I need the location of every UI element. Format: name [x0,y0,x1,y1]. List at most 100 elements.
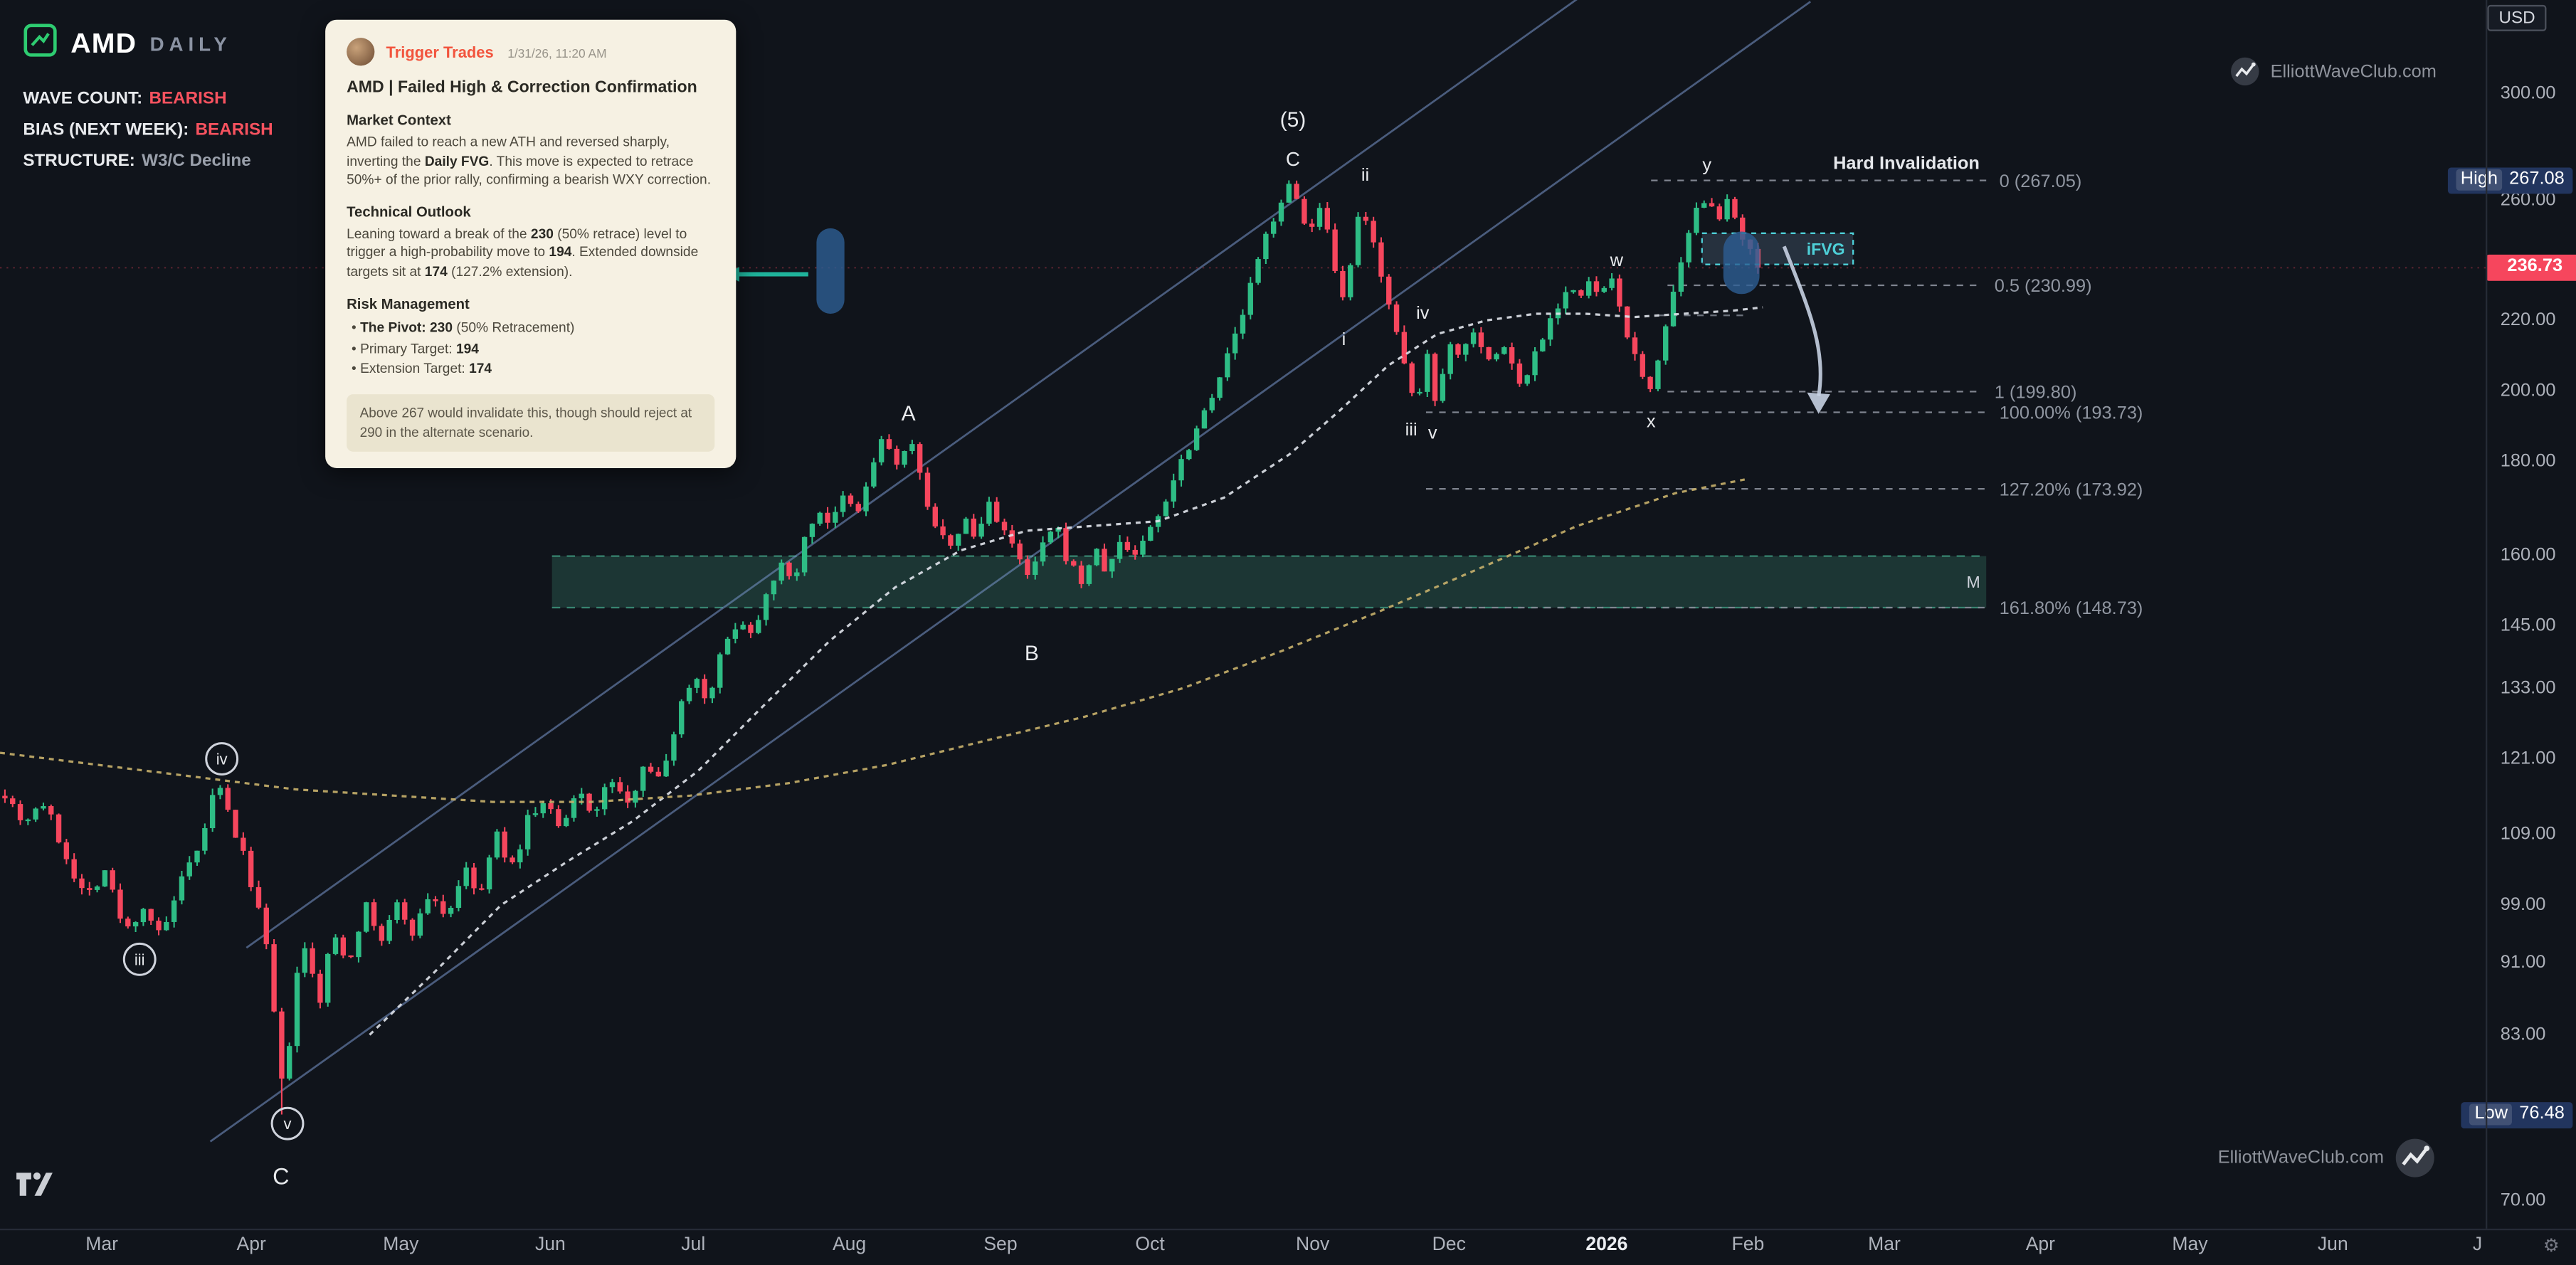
note-bullet: Extension Target: 174 [352,359,714,380]
watermark-bottom: ElliottWaveClub.com [2218,1137,2437,1180]
time-axis-label: Apr [2025,1235,2056,1255]
price-axis-label: 109.00 [2500,824,2556,845]
fib-level-label: 0 (267.05) [2000,171,2082,191]
price-axis-label: 160.00 [2500,545,2556,566]
wave-label[interactable]: ii [1361,165,1369,185]
wave-label[interactable]: B [1025,642,1039,665]
wave-label[interactable]: x [1647,411,1656,431]
moving-average-fast [369,306,1763,1036]
elliottwaveclub-logo-icon [2229,55,2261,87]
amd-logo-icon [23,23,57,65]
time-axis-label: Apr [236,1235,266,1255]
fib-level-label: 0.5 (230.99) [1995,276,2092,296]
time-axis-label: Dec [1432,1235,1466,1255]
time-axis[interactable]: Mar Apr May Jun Jul Aug Sep Oct Nov Dec 2026 Feb Mar… [0,1230,2576,1264]
wave-label[interactable]: (5) [1280,108,1307,132]
high-price-badge: High 267.08 [2447,166,2573,194]
note-footer: Above 267 would invalidate this, though … [347,394,715,452]
fib-levels[interactable]: 0 (267.05) 0.5 (230.99) 1 (199.80)100.00% … [1425,171,2143,618]
price-axis-label: 99.00 [2500,895,2546,915]
wave-label[interactable]: iv [1416,303,1430,323]
note-paragraph: AMD failed to reach a new ATH and revers… [347,133,712,188]
symbol-header: AMD DAILY WAVE COUNT: BEARISH BIAS (NEXT … [23,23,273,182]
price-axis[interactable]: USD 300.00 260.00 220.00 200.00 180.00 160.00… [2447,0,2576,1229]
time-axis-label: J [2472,1235,2483,1255]
note-section-heading: Market Context [347,111,451,129]
note-section-heading: Technical Outlook [347,203,471,220]
price-axis-label: 220.00 [2500,310,2556,331]
trend-channel-line[interactable] [246,0,1580,949]
svg-text:iv: iv [216,751,228,768]
circled-wave-label[interactable]: v [270,1106,305,1140]
svg-text:iii: iii [134,951,145,968]
time-axis-label: Jun [2317,1235,2348,1255]
time-axis-label: Jun [534,1235,566,1255]
wave-count-row: WAVE COUNT: BEARISH [23,88,227,109]
note-sections: Market Context AMD failed to reach a new … [347,112,714,380]
axis-separator-vertical [2486,0,2488,1229]
time-axis-label: Sep [983,1235,1018,1255]
currency-button[interactable]: USD [2487,4,2547,31]
fib-level-label: 161.80% (148.73) [2000,598,2143,618]
wave-label[interactable]: C [1286,148,1300,170]
wave-label[interactable]: C [273,1164,289,1190]
time-axis-label: Oct [1135,1235,1165,1255]
axis-separator-horizontal [0,1228,2576,1231]
time-axis-label: May [383,1235,419,1255]
note-bullet: The Pivot: 230 (50% Retracement) [352,317,714,338]
price-axis-label: 83.00 [2500,1025,2546,1045]
note-author: Trigger Trades [386,44,494,63]
time-axis-label: Mar [85,1235,119,1255]
wave-label[interactable]: i [1342,329,1346,349]
wave-label[interactable]: A [902,402,916,425]
price-axis-label: 145.00 [2500,615,2556,636]
price-axis-label: 200.00 [2500,381,2556,401]
wave-label[interactable]: iii [1405,420,1418,440]
last-price-badge: 236.73 [2486,254,2576,282]
moving-average-slow [0,478,1746,803]
analysis-note-card[interactable]: Trigger Trades 1/31/26, 11:20 AM AMD | F… [325,19,737,469]
time-axis-label: 2026 [1585,1235,1628,1255]
wave-label[interactable]: v [1428,423,1437,443]
fib-level-label: 1 (199.80) [1995,383,2077,403]
hard-invalidation-label: Hard Invalidation [1833,153,1980,173]
note-section-heading: Risk Management [347,295,470,312]
fib-level-label: 100.00% (193.73) [2000,403,2143,423]
price-axis-label: 133.00 [2500,678,2556,699]
price-axis-label: 91.00 [2500,953,2546,973]
circled-wave-label[interactable]: iv [205,742,239,776]
time-axis-label: Feb [1731,1235,1765,1255]
ifvg-label: iFVG [1807,240,1845,258]
wave-label[interactable]: w [1610,250,1624,270]
pointer-arrow[interactable] [724,267,808,282]
fib-level-label: 127.20% (173.92) [2000,480,2143,499]
note-timestamp: 1/31/26, 11:20 AM [507,46,607,61]
avatar [347,36,375,65]
tradingview-logo-icon[interactable] [13,1168,56,1209]
circled-wave-label[interactable]: iii [122,942,157,976]
candlestick-series [2,180,1761,1115]
trend-channel-line[interactable] [209,1,1811,1143]
highlight-mark[interactable] [1723,231,1760,295]
svg-text:v: v [284,1115,292,1133]
note-title: AMD | Failed High & Correction Confirmat… [347,78,697,97]
price-axis-label: 260.00 [2500,190,2556,211]
wave-label[interactable]: y [1702,155,1711,175]
bias-row: BIAS (NEXT WEEK): BEARISH [23,120,273,140]
price-axis-label: 300.00 [2500,83,2556,104]
axis-settings-icon[interactable]: ⚙ [2543,1237,2560,1257]
time-axis-label: May [2172,1235,2208,1255]
structure-row: STRUCTURE: W3/C Decline [23,151,251,171]
note-bullet-list: The Pivot: 230 (50% Retracement)Primary … [352,317,714,380]
watermark-top: ElliottWaveClub.com [2229,55,2437,87]
time-axis-label: Aug [832,1235,867,1255]
band-label: M [1966,573,1980,591]
elliottwaveclub-logo-icon [2394,1137,2437,1180]
chart-pane[interactable]: M 0 (267.05) 0.5 (230.99) 1 (199.80)100.00%… [0,0,2486,1229]
symbol-name: AMD [70,28,137,60]
highlight-mark[interactable] [816,228,845,314]
price-axis-label: 70.00 [2500,1190,2546,1211]
timeframe-label: DAILY [149,33,232,56]
projection-arrow[interactable] [1782,245,1830,414]
